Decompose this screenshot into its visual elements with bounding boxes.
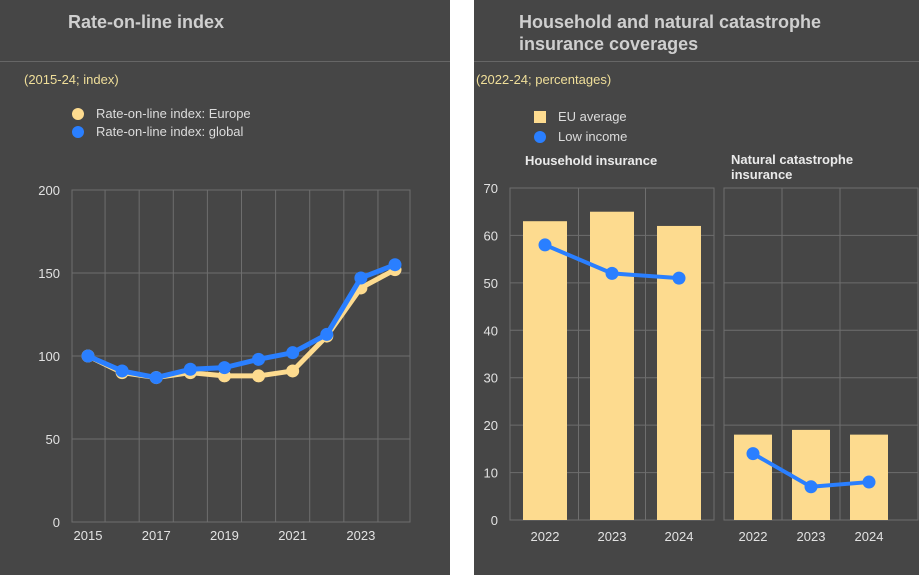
point-global [217, 361, 231, 375]
household-bar-eu-average [523, 221, 567, 520]
left-divider [0, 61, 450, 62]
legend-global: Rate-on-line index: global [72, 124, 243, 139]
legend-global-marker [72, 125, 84, 138]
point-global [252, 352, 266, 366]
household-bar-eu-average [657, 225, 701, 520]
right-chart-title-line2: insurance coverages [519, 34, 699, 54]
natcat-point-low-income [746, 447, 760, 461]
left-subtitle: (2015-24; index) [24, 72, 119, 87]
legend-low-income: Low income [534, 129, 627, 144]
legend-eu-average-marker [534, 110, 546, 123]
right-y-tick-label: 50 [484, 276, 498, 291]
left-y-tick-label: 150 [38, 266, 60, 281]
household-x-tick-label: 2022 [531, 529, 560, 544]
right-y-tick-label: 70 [484, 181, 498, 196]
line-global [86, 262, 396, 381]
household-point-low-income [538, 238, 552, 252]
facet-natcat-title-line2: insurance [731, 167, 793, 182]
natcat-point-low-income [804, 480, 818, 494]
legend-europe-marker [72, 107, 84, 120]
left-y-tick-label: 200 [38, 183, 60, 198]
left-chart-title: Rate-on-line index [68, 12, 225, 32]
legend-global-label: Rate-on-line index: global [96, 124, 244, 139]
natcat-point-low-income [862, 475, 876, 489]
household-x-tick-label: 2024 [665, 529, 694, 544]
point-europe [286, 364, 300, 378]
left-x-tick-label: 2015 [74, 528, 103, 543]
right-y-tick-label: 10 [484, 466, 498, 481]
point-global [183, 362, 197, 376]
legend-eu-average-label: EU average [558, 109, 627, 124]
legend-europe: Rate-on-line index: Europe [72, 106, 251, 121]
right-chart-title-line1: Household and natural catastrophe [519, 12, 822, 32]
left-y-tick-label: 100 [38, 349, 60, 364]
legend-eu-average: EU average [534, 109, 627, 124]
right-y-tick-label: 20 [484, 418, 498, 433]
right-y-tick-label: 30 [484, 371, 498, 386]
rate-on-line-panel: Rate-on-line index (2015-24; index) Rate… [0, 0, 450, 575]
left-x-tick-label: 2019 [210, 528, 239, 543]
legend-low-income-marker [534, 130, 546, 143]
natcat-x-tick-label: 2023 [797, 529, 826, 544]
point-global [286, 346, 300, 360]
left-x-tick-label: 2017 [142, 528, 171, 543]
right-subtitle: (2022-24; percentages) [476, 72, 612, 87]
household-point-low-income [672, 271, 686, 285]
left-x-tick-label: 2021 [278, 528, 307, 543]
household-point-low-income [605, 266, 619, 280]
left-y-tick-label: 50 [46, 432, 60, 447]
right-divider [474, 61, 919, 62]
point-global [81, 349, 95, 363]
point-global [115, 364, 129, 378]
point-global [149, 371, 163, 385]
point-global [354, 271, 368, 285]
left-plot-frame [71, 189, 411, 523]
facet-household-title: Household insurance [525, 153, 658, 168]
household-bar-eu-average [590, 211, 634, 520]
right-y-tick-label: 0 [491, 513, 498, 528]
legend-europe-label: Rate-on-line index: Europe [96, 106, 251, 121]
left-x-tick-label: 2023 [346, 528, 375, 543]
natcat-x-tick-label: 2024 [855, 529, 884, 544]
household-x-tick-label: 2023 [598, 529, 627, 544]
natcat-bar-eu-average [792, 429, 830, 520]
point-europe [252, 369, 266, 383]
right-y-tick-label: 60 [484, 228, 498, 243]
legend-low-income-label: Low income [558, 129, 628, 144]
point-global [388, 258, 402, 272]
facet-natcat-title-line1: Natural catastrophe [731, 152, 854, 167]
right-y-tick-label: 40 [484, 323, 498, 338]
natcat-x-tick-label: 2022 [739, 529, 768, 544]
point-global [320, 327, 334, 341]
left-y-tick-label: 0 [53, 515, 60, 530]
